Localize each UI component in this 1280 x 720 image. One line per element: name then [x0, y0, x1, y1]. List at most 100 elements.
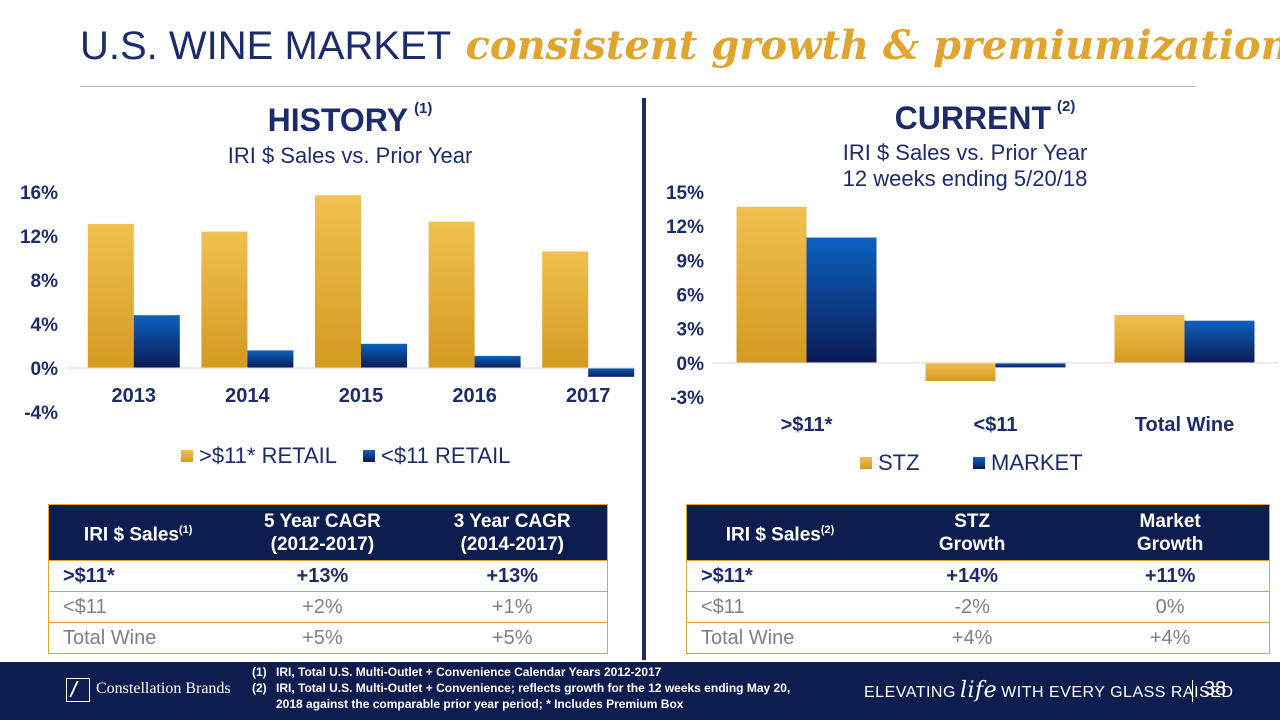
table-cell: >$11* [48, 560, 228, 592]
x-tick-label: 2014 [225, 385, 270, 407]
y-tick-label: 12% [20, 227, 58, 248]
table-header-cell: Market Growth [1071, 504, 1270, 561]
current-title: CURRENT (2) [870, 98, 1100, 137]
table-cell: Total Wine [686, 622, 874, 654]
footnote-2b: 2018 against the comparable prior year p… [276, 697, 684, 711]
header-footnote-ref: (1) [178, 523, 193, 536]
table-cell: +14% [873, 560, 1072, 592]
legend-label: STZ [878, 450, 920, 475]
bar-series2 [361, 343, 407, 368]
current-title-text: CURRENT [894, 100, 1052, 136]
table-cell: +2% [227, 591, 418, 623]
x-tick-label: <$11 [974, 414, 1018, 436]
table-cell: <$11 [48, 591, 228, 623]
footnote-1-text: IRI, Total U.S. Multi-Outlet + Convenien… [276, 665, 662, 679]
table-row: <$11 -2% 0% [686, 591, 1270, 623]
footnote-1-num: (1) [252, 665, 267, 679]
x-tick-label: Total Wine [1135, 414, 1234, 436]
bar-series1 [1114, 315, 1185, 363]
legend-swatch [363, 450, 375, 462]
table-header-cell: 3 Year CAGR (2014-2017) [417, 504, 608, 561]
table-header-row: IRI $ Sales(2) STZ Growth Market Growth [686, 504, 1270, 561]
y-tick-label: 15% [666, 183, 704, 204]
y-tick-label: 8% [31, 271, 59, 292]
history-table: IRI $ Sales(1) 5 Year CAGR (2012-2017) 3 Ye… [48, 504, 608, 654]
bar-series2 [995, 362, 1066, 368]
table-row: Total Wine +4% +4% [686, 622, 1270, 654]
legend-swatch [973, 457, 985, 469]
table-cell: +11% [1071, 560, 1270, 592]
y-tick-label: 0% [31, 359, 59, 380]
bar-series2 [806, 237, 877, 363]
bar-series1 [428, 221, 475, 368]
bar-series2 [474, 355, 521, 368]
current-table: IRI $ Sales(2) STZ Growth Market Growth >$11*… [686, 504, 1270, 654]
table-header-row: IRI $ Sales(1) 5 Year CAGR (2012-2017) 3 Ye… [48, 504, 608, 561]
x-tick-label: 2013 [112, 385, 157, 407]
current-subtitle-line2: 12 weeks ending 5/20/18 [842, 166, 1088, 191]
table-cell: +4% [1071, 622, 1270, 654]
y-tick-label: -3% [670, 388, 704, 409]
bar-series2 [588, 368, 635, 377]
legend-label: <$11 RETAIL [381, 443, 510, 468]
tagline: ELEVATING life WITH EVERY GLASS RAISED [864, 678, 1233, 703]
x-tick-label: 2017 [566, 385, 611, 407]
table-row: <$11 +2% +1% [48, 591, 608, 623]
table-cell: >$11* [686, 560, 874, 592]
table-cell: +13% [227, 560, 418, 592]
legend-label: >$11* RETAIL [199, 443, 337, 468]
page-separator [1192, 680, 1193, 702]
footnote-2-num: (2) [252, 681, 267, 695]
table-header-cell: STZ Growth [873, 504, 1072, 561]
y-tick-label: 6% [677, 286, 705, 307]
table-header-cell: 5 Year CAGR (2012-2017) [227, 504, 418, 561]
history-subtitle: IRI $ Sales vs. Prior Year [227, 143, 473, 168]
footer-bar [0, 662, 1280, 720]
footnote-2: (2) IRI, Total U.S. Multi-Outlet + Conven… [252, 680, 790, 696]
y-tick-label: 12% [666, 217, 704, 238]
y-tick-label: -4% [24, 403, 58, 424]
current-subtitle-line1: IRI $ Sales vs. Prior Year [842, 140, 1088, 165]
page-number: 38 [1204, 678, 1227, 700]
history-title-text: HISTORY [267, 102, 409, 138]
history-footnote-ref: (1) [414, 100, 433, 117]
y-tick-label: 0% [677, 354, 705, 375]
tagline-life: life [959, 678, 998, 703]
legend-swatch [860, 457, 872, 469]
table-cell: <$11 [686, 591, 874, 623]
table-cell: 0% [1071, 591, 1270, 623]
y-tick-label: 9% [677, 251, 705, 272]
table-cell: +5% [417, 622, 608, 654]
slide-title: U.S. WINE MARKET consistent growth & pre… [80, 22, 1280, 69]
bar-series1 [542, 251, 589, 368]
x-tick-label: 2015 [339, 385, 384, 407]
bar-series1 [201, 231, 248, 368]
table-header-cell: IRI $ Sales(1) [48, 504, 228, 561]
table-row: >$11* +13% +13% [48, 560, 608, 592]
table-cell: +1% [417, 591, 608, 623]
bar-series1 [925, 362, 996, 382]
bar-series2 [133, 315, 180, 368]
y-tick-label: 16% [20, 183, 58, 204]
tagline-pre: ELEVATING [864, 684, 956, 701]
y-tick-label: 3% [677, 320, 705, 341]
table-cell: +5% [227, 622, 418, 654]
table-header-cell: IRI $ Sales(2) [686, 504, 874, 561]
legend-label: MARKET [991, 450, 1083, 475]
footnote-1: (1) IRI, Total U.S. Multi-Outlet + Conven… [252, 664, 790, 680]
current-footnote-ref: (2) [1057, 98, 1076, 115]
table-row: Total Wine +5% +5% [48, 622, 608, 654]
history-title: HISTORY (1) [240, 100, 460, 139]
title-rule [80, 86, 1196, 87]
bar-series2 [1184, 320, 1255, 363]
footnotes: (1) IRI, Total U.S. Multi-Outlet + Conven… [252, 664, 790, 712]
table-cell: +4% [873, 622, 1072, 654]
bar-series1 [87, 223, 134, 368]
bar-series1 [736, 206, 807, 363]
title-plain: U.S. WINE MARKET [80, 24, 451, 68]
section-divider [642, 98, 646, 660]
table-cell: +13% [417, 560, 608, 592]
header-footnote-ref: (2) [820, 523, 835, 536]
y-tick-label: 4% [31, 315, 59, 336]
table-cell: -2% [873, 591, 1072, 623]
